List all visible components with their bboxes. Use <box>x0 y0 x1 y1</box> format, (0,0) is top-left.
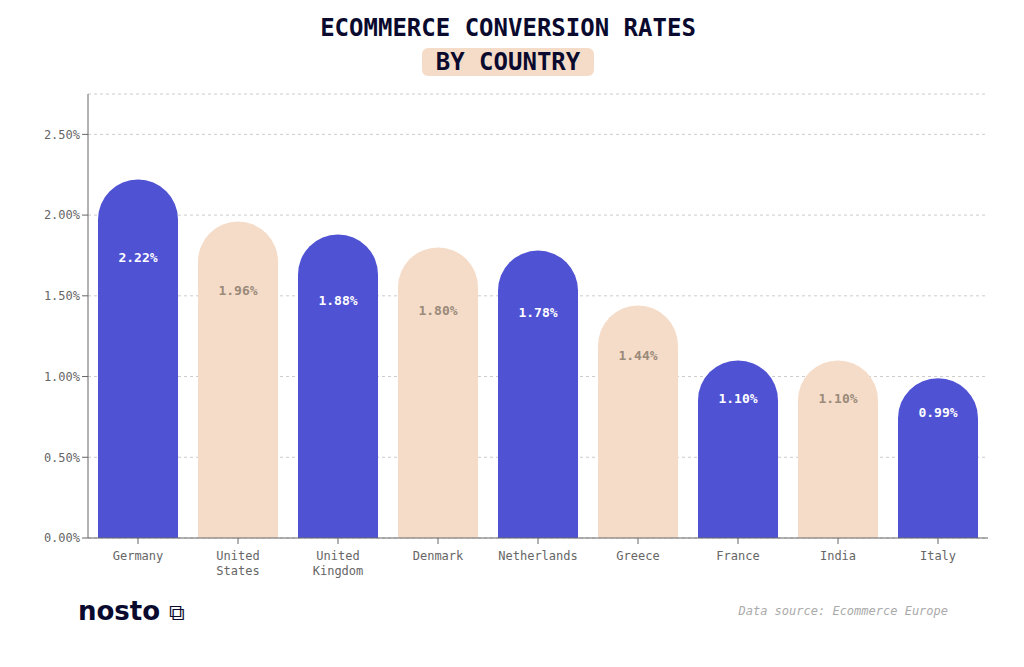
svg-text:1.00%: 1.00% <box>44 370 81 384</box>
svg-text:0.50%: 0.50% <box>44 451 81 465</box>
html-text:nosto ⧉: nosto ⧉ <box>78 596 186 626</box>
svg-text:Netherlands: Netherlands <box>498 549 577 563</box>
svg-text:France: France <box>716 549 759 563</box>
svg-text:0.00%: 0.00% <box>44 531 81 545</box>
svg-text:Greece: Greece <box>616 549 659 563</box>
svg-text:0.99%: 0.99% <box>918 405 957 420</box>
html-text:Data source: Ecommerce Europe: Data source: Ecommerce Europe <box>738 604 948 618</box>
svg-text:2.00%: 2.00% <box>44 208 81 222</box>
svg-text:Germany: Germany <box>113 549 164 563</box>
svg-text:1.10%: 1.10% <box>818 391 857 406</box>
svg-text:1.10%: 1.10% <box>718 391 757 406</box>
svg-text:2.50%: 2.50% <box>44 128 81 142</box>
svg-text:1.96%: 1.96% <box>218 283 257 298</box>
svg-text:UnitedKingdom: UnitedKingdom <box>313 549 364 578</box>
svg-text:Italy: Italy <box>920 549 956 563</box>
svg-text:1.88%: 1.88% <box>318 293 357 308</box>
html-text:BY COUNTRY: BY COUNTRY <box>435 48 581 76</box>
svg-text:1.78%: 1.78% <box>518 305 557 320</box>
svg-text:Denmark: Denmark <box>413 549 464 563</box>
svg-text:1.44%: 1.44% <box>618 348 657 363</box>
svg-text:1.80%: 1.80% <box>418 303 457 318</box>
svg-text:1.50%: 1.50% <box>44 289 81 303</box>
svg-text:India: India <box>820 549 856 563</box>
html-text:ECOMMERCE CONVERSION RATES: ECOMMERCE CONVERSION RATES <box>320 14 696 42</box>
svg-text:UnitedStates: UnitedStates <box>216 549 259 578</box>
svg-text:2.22%: 2.22% <box>118 250 157 265</box>
